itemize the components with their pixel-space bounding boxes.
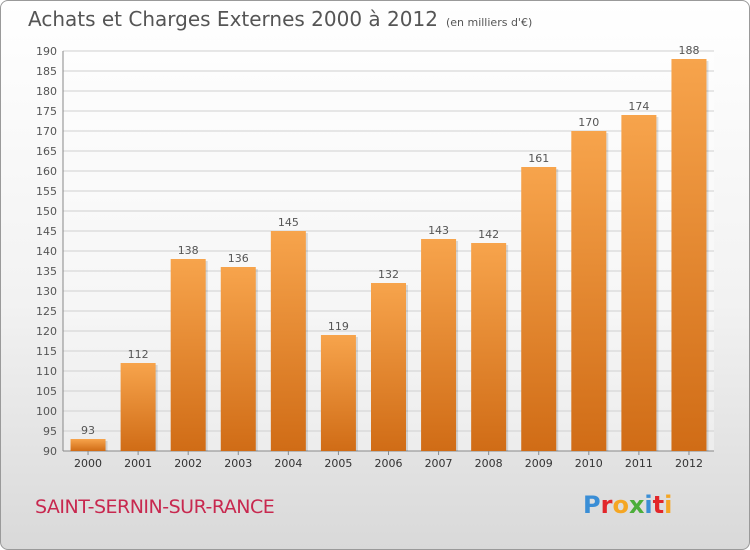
bar [521, 167, 557, 451]
data-label: 188 [678, 44, 699, 57]
data-label: 143 [428, 224, 449, 237]
logo-letter: P [583, 491, 601, 519]
y-tick-label: 115 [36, 345, 57, 358]
data-label: 93 [81, 424, 95, 437]
x-tick-label: 2001 [124, 457, 152, 470]
y-tick-label: 180 [36, 85, 57, 98]
bar [371, 283, 406, 451]
logo-letter: t [652, 491, 665, 519]
x-tick-label: 2010 [575, 457, 603, 470]
y-tick-label: 140 [36, 245, 57, 258]
y-tick-label: 160 [36, 165, 57, 178]
bar [170, 259, 206, 451]
y-tick-label: 110 [36, 365, 57, 378]
data-label: 132 [378, 268, 399, 281]
x-tick-label: 2006 [375, 457, 403, 470]
y-tick-label: 95 [43, 425, 57, 438]
data-label: 161 [528, 152, 549, 165]
chart-subtitle: (en milliers d'€) [445, 16, 533, 29]
bar [320, 335, 356, 451]
y-tick-label: 120 [36, 325, 57, 338]
commune-name: SAINT-SERNIN-SUR-RANCE [35, 496, 275, 518]
x-tick-label: 2000 [74, 457, 102, 470]
x-tick-label: 2011 [625, 457, 653, 470]
chart-title-text: Achats et Charges Externes 2000 à 2012 [28, 7, 438, 31]
data-label: 142 [478, 228, 499, 241]
bar [571, 131, 607, 451]
y-tick-label: 190 [36, 45, 57, 58]
y-tick-label: 135 [36, 265, 57, 278]
proxiti-logo: Proxiti [583, 491, 672, 519]
logo-letter: i [664, 491, 673, 519]
x-tick-label: 2002 [174, 457, 202, 470]
y-tick-label: 155 [36, 185, 57, 198]
logo-letter: r [600, 491, 613, 519]
bar [220, 267, 256, 451]
bar [70, 439, 106, 451]
y-tick-label: 125 [36, 305, 57, 318]
data-label: 112 [128, 348, 149, 361]
x-tick-label: 2009 [525, 457, 553, 470]
bar [421, 239, 457, 451]
y-tick-label: 105 [36, 385, 57, 398]
bar [671, 59, 707, 451]
bar [270, 231, 306, 451]
bar [471, 243, 507, 451]
logo-letter: o [612, 491, 629, 519]
data-label: 119 [328, 320, 349, 333]
y-tick-label: 130 [36, 285, 57, 298]
logo-letter: x [628, 491, 645, 519]
x-tick-label: 2004 [274, 457, 302, 470]
y-tick-label: 100 [36, 405, 57, 418]
x-tick-label: 2012 [675, 457, 703, 470]
y-tick-label: 165 [36, 145, 57, 158]
x-tick-label: 2005 [324, 457, 352, 470]
data-label: 145 [278, 216, 299, 229]
data-label: 170 [578, 116, 599, 129]
x-tick-label: 2008 [475, 457, 503, 470]
data-label: 136 [228, 252, 249, 265]
y-tick-label: 175 [36, 105, 57, 118]
y-tick-label: 145 [36, 225, 57, 238]
y-tick-label: 185 [36, 65, 57, 78]
y-tick-label: 150 [36, 205, 57, 218]
data-label: 174 [628, 100, 649, 113]
logo-letter: i [644, 491, 653, 519]
chart-title: Achats et Charges Externes 2000 à 2012 (e… [28, 7, 532, 31]
bar [621, 115, 657, 451]
data-label: 138 [178, 244, 199, 257]
x-tick-label: 2003 [224, 457, 252, 470]
y-tick-label: 90 [43, 445, 57, 458]
bar [120, 363, 156, 451]
x-tick-label: 2007 [425, 457, 453, 470]
y-tick-label: 170 [36, 125, 57, 138]
